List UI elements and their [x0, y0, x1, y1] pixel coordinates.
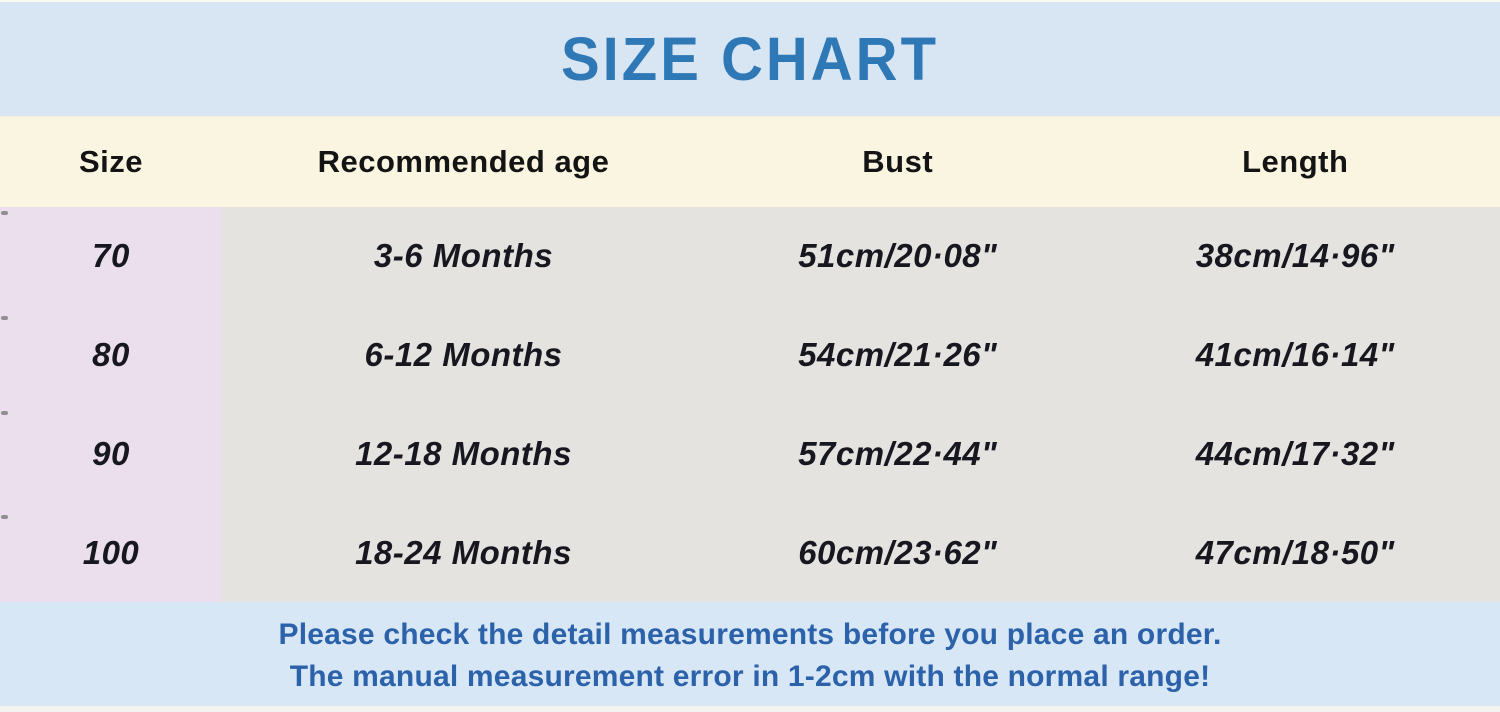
cell-bust: 57cm/22·44" [798, 434, 998, 472]
bottom-divider [0, 706, 1500, 712]
left-edge-artifact [1, 515, 8, 519]
table-row-size-90: 90 12-18 Months 57cm/22·44" 44cm/17·32" [0, 405, 1500, 504]
left-edge-artifact [1, 211, 8, 215]
column-header-length: Length [1242, 144, 1349, 179]
footer-note-band: Please check the detail measurements bef… [0, 602, 1500, 706]
table-row-size-80: 80 6-12 Months 54cm/21·26" 41cm/16·14" [0, 306, 1500, 405]
cell-length: 47cm/18·50" [1195, 533, 1395, 571]
cell-length: 44cm/17·32" [1195, 434, 1395, 472]
left-edge-artifact [1, 316, 8, 320]
title-band: SIZE CHART [0, 2, 1500, 116]
cell-recommended-age: 12-18 Months [355, 434, 572, 472]
cell-length: 41cm/16·14" [1195, 336, 1395, 374]
cell-bust: 54cm/21·26" [798, 336, 998, 374]
cell-recommended-age: 6-12 Months [364, 336, 563, 374]
cell-size: 100 [82, 533, 140, 571]
table-body: 70 3-6 Months 51cm/20·08" 38cm/14·96" 80… [0, 207, 1500, 602]
cell-bust: 60cm/23·62" [798, 533, 998, 571]
cell-recommended-age: 18-24 Months [355, 533, 572, 571]
cell-size: 70 [92, 237, 130, 275]
column-header-size: Size [78, 144, 144, 179]
cell-recommended-age: 3-6 Months [373, 237, 554, 275]
footer-note-line-1: Please check the detail measurements bef… [278, 618, 1222, 651]
column-header-recommended-age: Recommended age [317, 144, 610, 179]
top-divider [0, 0, 1500, 2]
footer-note-line-2: The manual measurement error in 1-2cm wi… [289, 660, 1211, 693]
cell-length: 38cm/14·96" [1195, 237, 1395, 275]
table-row-size-100: 100 18-24 Months 60cm/23·62" 47cm/18·50" [0, 503, 1500, 602]
page-title: SIZE CHART [561, 24, 939, 94]
column-header-bust: Bust [862, 144, 934, 179]
table-row-size-70: 70 3-6 Months 51cm/20·08" 38cm/14·96" [0, 207, 1500, 306]
table-header-row: Size Recommended age Bust Length [0, 116, 1500, 207]
cell-size: 80 [92, 336, 130, 374]
cell-bust: 51cm/20·08" [798, 237, 998, 275]
size-column-background [0, 207, 222, 602]
cell-size: 90 [92, 434, 130, 472]
left-edge-artifact [1, 411, 8, 415]
